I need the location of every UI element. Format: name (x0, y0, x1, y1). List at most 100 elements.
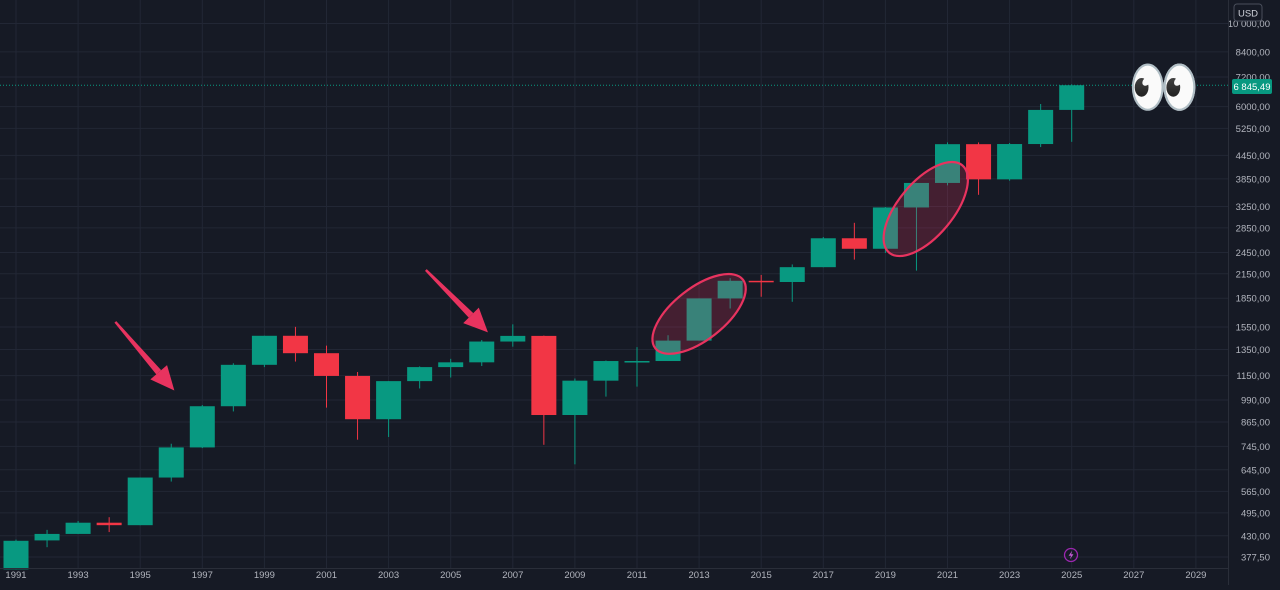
y-tick-label: 565,00 (1241, 487, 1270, 498)
candles (3, 84, 1085, 570)
x-tick-label: 2001 (316, 570, 337, 581)
candle-2013[interactable] (686, 298, 712, 341)
candle-2012[interactable] (655, 335, 681, 362)
candle-2014[interactable] (717, 278, 743, 309)
y-tick-label: 865,00 (1241, 418, 1270, 429)
x-tick-label: 2029 (1185, 570, 1206, 581)
x-tick-label: 2021 (937, 570, 958, 581)
candle-body (158, 447, 184, 478)
candle-body (1028, 109, 1054, 145)
candle-body (65, 522, 91, 534)
candle-1991[interactable] (3, 539, 29, 570)
currency-button-frame (1233, 3, 1263, 22)
annotations (114, 160, 969, 391)
candle-2017[interactable] (810, 236, 836, 268)
currency-button[interactable]: USD (1233, 3, 1263, 22)
x-tick-label: 2011 (627, 570, 647, 581)
last-price-badge-label: 6 845,49 (1234, 82, 1271, 93)
x-tick-label: 2013 (689, 570, 710, 581)
x-tick-label: 1993 (68, 570, 89, 581)
y-tick-label: 745,00 (1241, 442, 1270, 453)
candle-2010[interactable] (593, 360, 619, 397)
time-axis[interactable]: 1991 1993 1995 1997 1999 2001 2003 2005 2007 2009… (0, 568, 1228, 582)
last-price-badge-bg (1232, 79, 1272, 94)
alert-button[interactable] (1063, 547, 1079, 563)
x-tick-label: 2015 (751, 570, 772, 581)
candle-2011[interactable] (624, 347, 650, 387)
price-axis[interactable]: 377,50 430,00 495,00 565,00 645,00 745,00 865,… (1228, 0, 1270, 585)
x-tick-label: 2009 (564, 570, 585, 581)
candle-2016[interactable] (779, 264, 805, 302)
y-tick-label: 1550,00 (1236, 323, 1270, 334)
candle-2021[interactable] (935, 142, 960, 186)
candle-body (282, 335, 308, 354)
candle-1996[interactable] (158, 443, 184, 482)
x-tick-label: 2027 (1123, 570, 1144, 581)
x-tick-label: 2025 (1061, 570, 1082, 581)
arrow-shaft (425, 269, 474, 318)
candle-body (624, 361, 650, 363)
x-tick-label: 2019 (875, 570, 896, 581)
arrow-shaft (114, 321, 162, 375)
candle-2006[interactable] (469, 340, 495, 367)
candle-body (562, 380, 588, 416)
candle-1999[interactable] (251, 335, 277, 368)
candle-2023[interactable] (997, 143, 1023, 181)
candle-body (220, 364, 246, 407)
candle-body (376, 381, 402, 420)
candle-2005[interactable] (438, 358, 464, 378)
annotation-arrow (425, 269, 488, 333)
y-tick-label: 3250,00 (1236, 202, 1270, 213)
candle-2001[interactable] (314, 345, 339, 408)
y-tick-label: 495,00 (1241, 508, 1270, 519)
candle-1995[interactable] (127, 477, 153, 526)
y-tick-label: 5250,00 (1236, 124, 1270, 135)
candle-body (655, 340, 681, 362)
candle-1994[interactable] (96, 517, 122, 533)
candle-2024[interactable] (1028, 103, 1054, 148)
candle-body (593, 361, 619, 381)
candle-body (34, 533, 60, 541)
candle-2003[interactable] (376, 381, 402, 437)
candle-body (810, 238, 836, 268)
candle-1997[interactable] (189, 405, 215, 449)
candle-body (345, 375, 371, 420)
alert-button-ring (1063, 547, 1079, 563)
y-tick-label: 1350,00 (1236, 345, 1270, 356)
candle-1998[interactable] (220, 363, 246, 412)
candle-body (717, 280, 743, 299)
candle-body (997, 144, 1023, 180)
x-tick-label: 2003 (378, 570, 399, 581)
candle-2022[interactable] (966, 142, 992, 195)
candle-2018[interactable] (841, 222, 867, 260)
candle-1993[interactable] (65, 520, 91, 534)
y-tick-label: 1850,00 (1236, 294, 1270, 305)
candle-2007[interactable] (500, 324, 526, 347)
candle-2009[interactable] (562, 378, 588, 465)
y-tick-label: 4450,00 (1236, 151, 1270, 162)
candle-2025[interactable] (1059, 84, 1085, 142)
y-tick-label: 3850,00 (1236, 174, 1270, 185)
y-tick-label: 2450,00 (1236, 248, 1270, 259)
x-tick-label: 2023 (999, 570, 1020, 581)
y-tick-label: 1150,00 (1236, 371, 1270, 382)
candle-2002[interactable] (345, 372, 371, 440)
candle-body (314, 353, 339, 376)
candle-body (500, 335, 526, 342)
y-tick-label: 645,00 (1241, 465, 1270, 476)
y-tick-label: 2150,00 (1236, 269, 1270, 280)
candle-body (438, 362, 464, 368)
candle-2000[interactable] (282, 326, 308, 362)
arrow-head (463, 307, 488, 333)
candle-body (779, 267, 805, 283)
y-tick-label: 990,00 (1241, 396, 1270, 407)
candle-2008[interactable] (531, 335, 557, 445)
candle-body (966, 144, 992, 180)
candle-2004[interactable] (407, 366, 433, 389)
candle-2015[interactable] (748, 274, 774, 297)
candle-1992[interactable] (34, 529, 60, 548)
x-tick-label: 1991 (5, 570, 26, 581)
